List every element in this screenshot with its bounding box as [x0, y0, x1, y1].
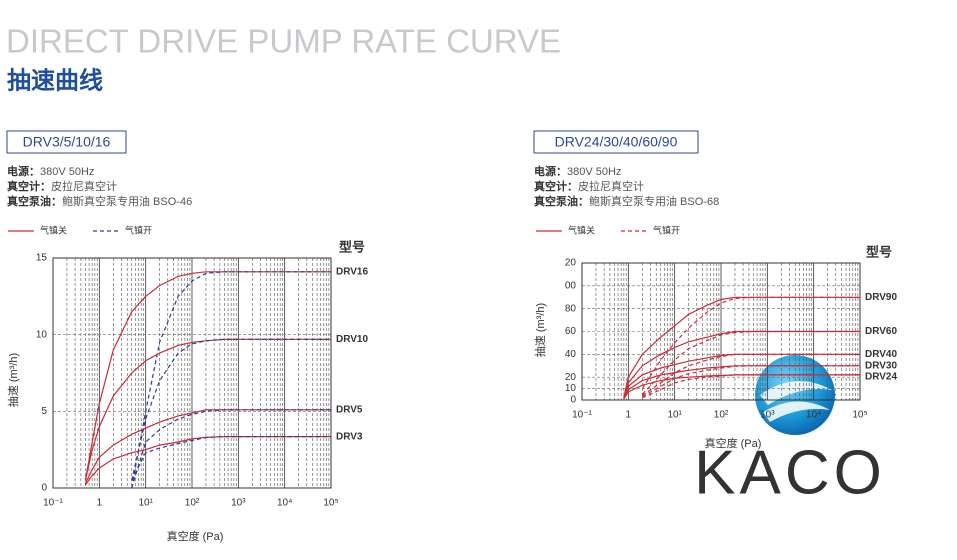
x-tick-label: 10¹ — [667, 410, 682, 421]
curve-label: DRV5 — [336, 404, 363, 415]
title: DIRECT DRIVE PUMP RATE CURVE — [6, 23, 561, 60]
rate-curve — [84, 436, 331, 486]
x-axis-label: 真空度 (Pa) — [705, 436, 762, 450]
model-group-box — [533, 130, 699, 154]
legend-title: 型号 — [866, 244, 892, 259]
rate-curve — [84, 409, 331, 484]
rate-curve — [131, 271, 331, 489]
x-tick-label: 1 — [97, 498, 103, 509]
model-group: DRV3/5/10/16 — [23, 134, 111, 150]
y-tick-label: 60 — [565, 326, 577, 337]
rate-curve — [623, 374, 860, 400]
model-group: DRV24/30/40/60/90 — [555, 134, 678, 150]
x-tick-label: 10⁵ — [852, 410, 867, 421]
y-tick-label: 5 — [41, 406, 47, 417]
y-tick-label: 80 — [565, 303, 577, 314]
rate-curve — [641, 353, 860, 396]
spec: 真空泵油：鲍斯真空泵专用油 BSO-46 — [7, 194, 192, 208]
curve-label: DRV24 — [865, 371, 897, 382]
y-tick-label: 10 — [565, 383, 577, 394]
spec: 真空计：皮拉尼真空计 — [534, 179, 644, 193]
rate-curve — [642, 365, 860, 398]
spec-value: 皮拉尼真空计 — [578, 179, 644, 193]
spec: 电源：380V 50Hz — [534, 164, 621, 178]
x-tick-label: 10⁵ — [323, 498, 338, 509]
spec-value: 380V 50Hz — [567, 166, 621, 178]
y-tick-label: 40 — [565, 349, 577, 360]
legend-title: 型号 — [339, 239, 365, 254]
curve-label: DRV16 — [336, 266, 368, 277]
curve-label: DRV90 — [865, 292, 897, 303]
x-tick-label: 10³ — [231, 498, 246, 509]
y-tick-label: 15 — [36, 253, 48, 264]
rate-curve — [84, 338, 331, 481]
x-tick-label: 10¹ — [138, 498, 153, 509]
x-tick-label: 10² — [185, 498, 200, 509]
spec-value: 皮拉尼真空计 — [51, 179, 117, 193]
legend-label: 气镇关 — [568, 224, 595, 235]
x-tick-label: 10⁻¹ — [43, 498, 63, 509]
y-tick-label: 0 — [570, 395, 576, 406]
spec: 电源：380V 50Hz — [7, 164, 94, 178]
curve-label: DRV30 — [865, 360, 897, 371]
spec-label: 电源： — [7, 164, 40, 178]
x-tick-label: 1 — [626, 410, 632, 421]
legend-label: 气镇关 — [40, 224, 67, 235]
logo: KACO — [694, 355, 886, 507]
legend-label: 气镇开 — [653, 224, 680, 235]
spec-label: 真空计： — [534, 179, 578, 193]
y-tick-label: 20 — [565, 258, 577, 269]
x-axis-label: 真空度 (Pa) — [167, 529, 224, 543]
y-tick-label: 00 — [565, 280, 577, 291]
x-tick-label: 10⁻¹ — [572, 410, 592, 421]
logo-wave — [763, 401, 830, 422]
spec-value: 380V 50Hz — [40, 166, 94, 178]
spec-label: 电源： — [534, 164, 567, 178]
x-tick-label: 10² — [714, 410, 729, 421]
y-tick-label: 0 — [41, 483, 47, 494]
x-tick-label: 10⁴ — [806, 410, 821, 421]
spec-value: 鲍斯真空泵专用油 BSO-46 — [62, 194, 192, 208]
model-group-box — [6, 130, 127, 154]
y-axis-label: 抽速 (m³/h) — [6, 353, 20, 407]
legend-label: 气镇开 — [125, 224, 152, 235]
x-tick-label: 10⁴ — [277, 498, 292, 509]
logo-text: KACO — [694, 438, 886, 507]
rate-curve — [84, 271, 331, 481]
spec-label: 真空泵油： — [7, 194, 62, 208]
spec-value: 鲍斯真空泵专用油 BSO-68 — [589, 194, 719, 208]
spec: 真空泵油：鲍斯真空泵专用油 BSO-68 — [534, 194, 719, 208]
rate-curve — [641, 330, 860, 395]
curve-label: DRV3 — [336, 431, 363, 442]
subtitle: 抽速曲线 — [7, 67, 103, 94]
y-tick-label: 10 — [36, 329, 48, 340]
curve-label: DRV10 — [336, 334, 368, 345]
rate-curve — [623, 296, 860, 398]
rate-curve — [131, 436, 331, 481]
curve-label: DRV60 — [865, 326, 897, 337]
spec-label: 真空计： — [7, 179, 51, 193]
x-tick-label: 10³ — [760, 410, 775, 421]
spec: 真空计：皮拉尼真空计 — [7, 179, 117, 193]
y-axis-label: 抽速 (m³/h) — [533, 303, 547, 357]
y-tick-label: 20 — [565, 372, 577, 383]
spec-label: 真空泵油： — [534, 194, 589, 208]
curve-label: DRV40 — [865, 349, 897, 360]
plot-frame — [52, 257, 332, 489]
rate-curve — [642, 374, 860, 399]
rate-curve — [623, 353, 860, 398]
